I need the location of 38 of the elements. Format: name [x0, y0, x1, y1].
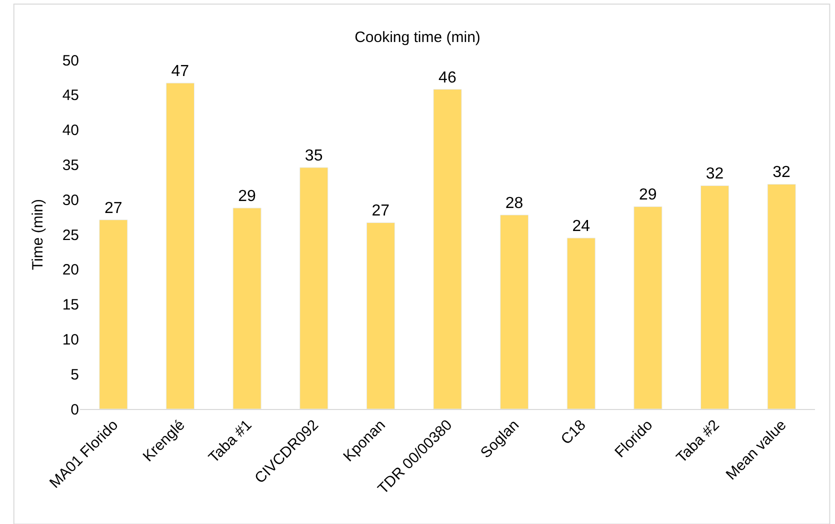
bar	[700, 185, 730, 409]
y-tick-label: 15	[62, 296, 79, 314]
bar	[166, 82, 195, 409]
bar	[99, 220, 128, 409]
x-tick-label: C18	[558, 416, 590, 448]
bar	[634, 206, 662, 409]
data-label: 32	[706, 166, 724, 183]
bar	[500, 214, 529, 409]
data-label: 35	[304, 147, 323, 164]
y-tick-label: 20	[62, 262, 79, 279]
y-tick-label: 35	[62, 156, 79, 174]
data-label: 32	[772, 164, 791, 182]
chart-title: Cooking time (min)	[354, 28, 480, 46]
data-label: 46	[438, 69, 456, 86]
data-label: 29	[639, 186, 657, 204]
bar	[232, 208, 262, 409]
x-tick-label: Taba #1	[205, 416, 256, 466]
x-tick-label: Taba #2	[673, 416, 723, 466]
data-label: 29	[238, 188, 256, 205]
y-tick-label: 5	[70, 366, 79, 384]
data-label: 27	[104, 200, 122, 217]
y-tick-label: 0	[70, 401, 79, 418]
data-label: 27	[372, 202, 390, 220]
data-label: 28	[505, 194, 524, 212]
y-tick-label: 40	[62, 122, 79, 140]
y-tick-label: 25	[62, 226, 79, 244]
y-tick-label: 45	[62, 87, 79, 104]
y-tick-label: 10	[62, 331, 79, 348]
bar	[366, 222, 395, 409]
bar	[300, 167, 328, 409]
y-tick-label: 30	[62, 192, 79, 209]
data-label: 47	[171, 63, 190, 80]
y-axis-title: Time (min)	[30, 198, 47, 270]
bar	[433, 89, 462, 409]
bar	[566, 238, 596, 409]
data-label: 24	[572, 218, 590, 235]
bar	[767, 184, 796, 409]
y-tick-label: 50	[62, 52, 79, 70]
